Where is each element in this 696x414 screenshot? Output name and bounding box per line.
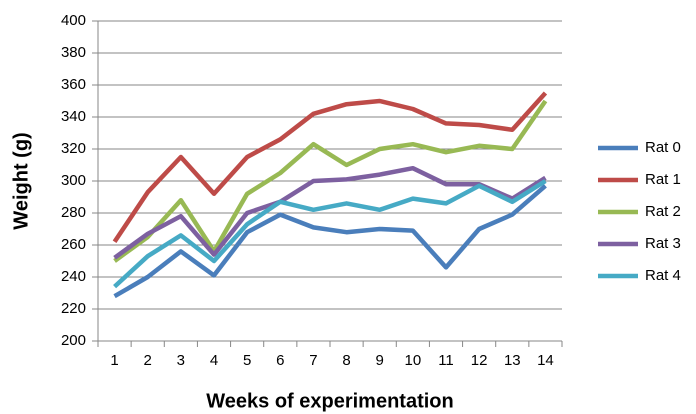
y-tick-label: 380 [61,44,86,61]
y-tick-label: 280 [61,204,86,221]
y-tick-label: 340 [61,108,86,125]
x-axis-label: Weeks of experimentation [206,390,453,412]
legend-label: Rat 2 [645,203,681,220]
x-tick-label: 7 [309,352,317,369]
x-tick-label: 3 [177,352,185,369]
y-tick-label: 240 [61,268,86,285]
legend-label: Rat 1 [645,171,681,188]
x-tick-label: 2 [144,352,152,369]
data-line [113,99,548,263]
x-tick-label: 12 [471,352,488,369]
y-tick-label: 300 [61,172,86,189]
x-tick-label: 10 [405,352,422,369]
x-tick-label: 11 [438,352,454,369]
x-tick-label: 13 [504,352,521,369]
y-axis-label: Weight (g) [10,132,32,229]
data-line [113,179,547,289]
legend-label: Rat 3 [645,235,681,252]
data-line [112,91,548,244]
x-tick-label: 4 [210,352,218,369]
data-line [113,165,547,260]
y-tick-label: 320 [61,140,86,157]
x-tick-label: 1 [110,352,118,369]
data-line [113,184,547,299]
x-tick-label: 14 [537,352,554,369]
x-tick-label: 6 [276,352,284,369]
legend-label: Rat 4 [645,267,681,284]
x-tick-label: 5 [243,352,251,369]
x-tick-label: 8 [342,352,350,369]
y-tick-label: 220 [61,300,86,317]
legend-label: Rat 0 [645,139,681,156]
y-tick-label: 200 [61,332,86,349]
y-tick-label: 260 [61,236,86,253]
x-tick-label: 9 [376,352,384,369]
y-tick-label: 400 [61,12,86,29]
y-tick-label: 360 [61,76,86,93]
